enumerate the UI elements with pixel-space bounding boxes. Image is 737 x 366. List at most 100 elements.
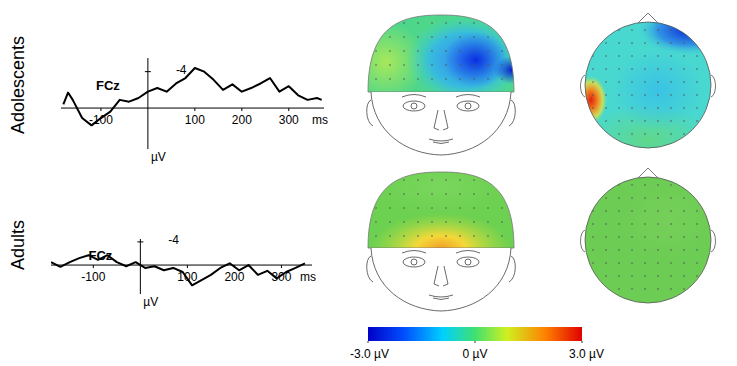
electrode: [631, 262, 633, 264]
electrode: [670, 68, 672, 70]
electrode: [375, 235, 377, 237]
electrode: [618, 288, 620, 290]
electrode: [605, 120, 607, 122]
electrode: [417, 22, 419, 24]
electrode: [459, 50, 461, 52]
electrode: [605, 68, 607, 70]
electrode: [670, 210, 672, 212]
electrode: [670, 81, 672, 83]
electrode: [644, 288, 646, 290]
electrode: [592, 288, 594, 290]
electrode: [501, 221, 503, 223]
eye: [457, 101, 479, 111]
electrode: [631, 107, 633, 109]
electrode: [431, 207, 433, 209]
ear: [509, 256, 515, 282]
waveform: [51, 255, 305, 285]
electrode: [487, 207, 489, 209]
electrode: [657, 223, 659, 225]
electrode: [657, 107, 659, 109]
electrode: [696, 120, 698, 122]
electrode: [592, 184, 594, 186]
electrode: [459, 207, 461, 209]
electrode: [403, 207, 405, 209]
y-tick: [145, 71, 151, 72]
electrode: [657, 81, 659, 83]
electrode: [657, 94, 659, 96]
electrode: [683, 107, 685, 109]
electrode: [644, 210, 646, 212]
electrode: [670, 197, 672, 199]
electrode: [501, 207, 503, 209]
waveform: [63, 68, 321, 125]
electrode: [473, 64, 475, 66]
electrode: [605, 94, 607, 96]
plot-area: [63, 68, 321, 125]
eye: [457, 257, 479, 267]
electrode: [592, 197, 594, 199]
electrode: [403, 36, 405, 38]
electrode: [459, 78, 461, 80]
electrode: [605, 197, 607, 199]
electrode: [473, 50, 475, 52]
electrode: [592, 133, 594, 135]
electrode: [592, 262, 594, 264]
electrode: [683, 288, 685, 290]
electrode: [696, 197, 698, 199]
electrode: [696, 107, 698, 109]
electrode: [683, 94, 685, 96]
electrode: [618, 120, 620, 122]
electrode: [670, 120, 672, 122]
electrode: [605, 184, 607, 186]
electrode: [657, 275, 659, 277]
electrode: [487, 50, 489, 52]
electrode: [592, 249, 594, 251]
electrode: [417, 50, 419, 52]
electrode: [683, 133, 685, 135]
electrode: [631, 120, 633, 122]
topo-blob: [618, 180, 718, 260]
electrode: [644, 94, 646, 96]
electrode: [657, 197, 659, 199]
electrode: [403, 64, 405, 66]
electrode: [487, 64, 489, 66]
electrode: [631, 197, 633, 199]
x-tick-label: 300: [279, 113, 299, 127]
electrode: [670, 55, 672, 57]
electrode: [417, 179, 419, 181]
electrode: [683, 42, 685, 44]
electrode: [683, 275, 685, 277]
electrode: [389, 22, 391, 24]
electrode: [389, 235, 391, 237]
electrode: [445, 22, 447, 24]
pupil: [465, 103, 471, 109]
x-axis-label: ms: [300, 270, 316, 284]
electrode: [375, 78, 377, 80]
electrode: [605, 29, 607, 31]
electrode: [459, 22, 461, 24]
brow: [402, 95, 426, 98]
electrode: [375, 36, 377, 38]
electrode: [459, 235, 461, 237]
electrode: [445, 235, 447, 237]
electrode: [592, 107, 594, 109]
electrode: [670, 288, 672, 290]
electrode: [403, 235, 405, 237]
topo-blob: [638, 5, 737, 55]
electrode: [670, 262, 672, 264]
electrode: [445, 78, 447, 80]
electrode: [670, 42, 672, 44]
electrode: [657, 120, 659, 122]
electrode: [445, 179, 447, 181]
y-tick-label: -4: [168, 233, 179, 247]
electrode: [487, 36, 489, 38]
electrode: [644, 184, 646, 186]
electrode: [631, 81, 633, 83]
head-outline: [368, 15, 514, 92]
ear: [367, 100, 373, 126]
electrode: [696, 184, 698, 186]
head-outline: [585, 22, 711, 148]
electrode: [644, 120, 646, 122]
electrode: [592, 81, 594, 83]
mouth: [429, 295, 453, 300]
